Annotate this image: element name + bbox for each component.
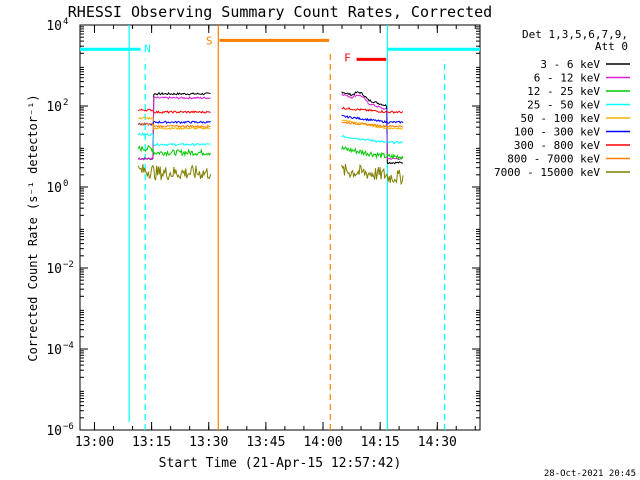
legend-entry-label: 300 - 800 keV [514,139,600,152]
annotation-label-n: N [144,42,151,55]
series-line [341,164,404,186]
plot-frame [79,24,481,431]
series-line [137,132,211,147]
y-tick-exponent: 2 [63,98,68,108]
x-tick-label: 13:45 [246,435,285,450]
legend-header: Det 1,3,5,6,7,9, [522,28,628,41]
chart-title: RHESSI Observing Summary Count Rates, Co… [68,3,492,21]
x-tick-label: 14:30 [418,435,457,450]
y-tick-exponent: 4 [63,17,68,27]
legend-entry-label: 100 - 300 keV [514,126,600,139]
series-line [341,106,404,114]
series-line [341,134,404,145]
series-line [138,116,211,131]
series-line [137,164,211,181]
series-line [341,91,404,165]
legend-entry-label: 50 - 100 keV [521,112,601,125]
y-tick-label: 10 [46,424,62,439]
annotation-label-s: S [206,34,213,47]
x-tick-label: 14:15 [361,435,400,450]
x-tick-label: 13:00 [75,435,114,450]
series-line [137,96,211,161]
y-tick-exponent: −2 [63,260,74,270]
x-tick-label: 13:15 [132,435,171,450]
legend-entry-label: 12 - 25 keV [527,85,600,98]
series-line [341,145,404,161]
series-line [137,122,211,129]
series-line [341,121,404,128]
legend-entry-label: 6 - 12 keV [534,72,601,85]
legend-entry-label: 25 - 50 keV [527,99,600,112]
y-tick-exponent: 0 [63,179,68,189]
y-tick-exponent: −4 [63,341,74,351]
series-line [341,114,404,124]
legend-entry-label: 7000 - 15000 keV [494,166,600,179]
annotation-label-f: F [344,51,351,64]
x-axis-label: Start Time (21-Apr-15 12:57:42) [159,456,402,471]
y-axis-label: Corrected Count Rate (s⁻¹ detector⁻¹) [26,94,40,361]
timestamp-text: 28-Oct-2021 20:45 [544,469,636,479]
series-line [137,144,211,158]
legend-header: Att 0 [595,40,628,53]
y-tick-label: 10 [46,262,62,277]
legend-entry-label: 800 - 7000 keV [507,153,600,166]
y-tick-label: 10 [46,181,62,196]
series-line [137,108,211,114]
y-tick-exponent: −6 [63,422,74,432]
legend-entry-label: 3 - 6 keV [540,58,600,71]
y-tick-label: 10 [46,343,62,358]
y-tick-label: 10 [46,19,62,34]
x-tick-label: 13:30 [189,435,228,450]
y-tick-label: 10 [46,100,62,115]
x-tick-label: 14:00 [303,435,342,450]
